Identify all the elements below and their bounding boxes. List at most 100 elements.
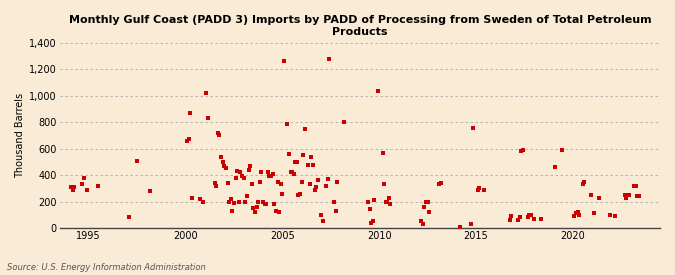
- Point: [93, 183, 104, 188]
- Point: [474, 186, 485, 191]
- Point: [215, 154, 226, 159]
- Point: [377, 150, 388, 155]
- Point: [467, 125, 478, 130]
- Point: [303, 162, 314, 167]
- Point: [382, 199, 393, 204]
- Point: [332, 180, 343, 184]
- Point: [529, 216, 539, 221]
- Point: [556, 148, 567, 152]
- Point: [238, 175, 249, 180]
- Point: [369, 198, 380, 202]
- Point: [254, 180, 265, 184]
- Point: [504, 218, 515, 222]
- Point: [266, 174, 277, 179]
- Point: [610, 214, 620, 218]
- Point: [235, 170, 246, 175]
- Point: [435, 181, 446, 185]
- Point: [240, 199, 250, 204]
- Point: [184, 137, 194, 142]
- Point: [223, 199, 234, 204]
- Point: [271, 209, 281, 213]
- Point: [219, 164, 230, 168]
- Point: [516, 149, 526, 153]
- Point: [324, 57, 335, 61]
- Point: [379, 182, 389, 186]
- Point: [380, 199, 391, 204]
- Point: [124, 215, 134, 220]
- Point: [514, 215, 525, 220]
- Point: [512, 218, 523, 222]
- Point: [259, 202, 270, 206]
- Point: [632, 194, 643, 199]
- Point: [77, 182, 88, 186]
- Point: [383, 195, 394, 200]
- Point: [549, 165, 560, 169]
- Point: [144, 189, 155, 193]
- Point: [525, 213, 536, 217]
- Point: [577, 182, 588, 186]
- Point: [287, 170, 298, 175]
- Point: [279, 59, 290, 64]
- Point: [306, 154, 317, 159]
- Point: [244, 164, 255, 168]
- Point: [321, 183, 331, 188]
- Point: [292, 160, 302, 164]
- Point: [296, 180, 307, 184]
- Text: Source: U.S. Energy Information Administration: Source: U.S. Energy Information Administ…: [7, 263, 205, 272]
- Point: [293, 193, 304, 197]
- Point: [284, 152, 294, 156]
- Point: [209, 181, 220, 185]
- Point: [82, 188, 92, 192]
- Point: [221, 166, 232, 171]
- Point: [295, 191, 306, 196]
- Point: [258, 199, 269, 204]
- Point: [593, 195, 604, 200]
- Point: [202, 116, 213, 120]
- Point: [68, 188, 78, 192]
- Point: [264, 174, 275, 179]
- Point: [416, 219, 427, 224]
- Point: [524, 213, 535, 217]
- Point: [535, 216, 546, 221]
- Point: [589, 211, 599, 216]
- Point: [252, 199, 263, 204]
- Point: [222, 181, 233, 185]
- Point: [261, 202, 272, 206]
- Point: [313, 178, 323, 183]
- Point: [269, 202, 279, 206]
- Point: [629, 183, 640, 188]
- Title: Monthly Gulf Coast (PADD 3) Imports by PADD of Processing from Sweden of Total P: Monthly Gulf Coast (PADD 3) Imports by P…: [69, 15, 651, 37]
- Point: [282, 121, 293, 126]
- Point: [366, 221, 377, 225]
- Point: [322, 177, 333, 181]
- Point: [619, 193, 630, 197]
- Point: [256, 170, 267, 175]
- Point: [132, 158, 142, 163]
- Point: [78, 175, 89, 180]
- Point: [634, 194, 645, 199]
- Point: [194, 197, 205, 201]
- Point: [522, 215, 533, 220]
- Point: [225, 197, 236, 201]
- Point: [273, 210, 284, 214]
- Point: [237, 174, 248, 179]
- Point: [214, 133, 225, 138]
- Point: [466, 222, 477, 226]
- Point: [227, 209, 238, 213]
- Point: [472, 188, 483, 192]
- Point: [621, 195, 632, 200]
- Point: [300, 127, 310, 131]
- Point: [185, 111, 196, 115]
- Point: [211, 183, 221, 188]
- Point: [243, 168, 254, 172]
- Point: [229, 201, 240, 205]
- Point: [329, 199, 340, 204]
- Point: [285, 170, 296, 175]
- Point: [364, 207, 375, 212]
- Point: [506, 214, 517, 218]
- Point: [213, 131, 223, 135]
- Point: [311, 185, 322, 189]
- Point: [373, 88, 383, 93]
- Y-axis label: Thousand Barrels: Thousand Barrels: [15, 93, 25, 178]
- Point: [230, 175, 241, 180]
